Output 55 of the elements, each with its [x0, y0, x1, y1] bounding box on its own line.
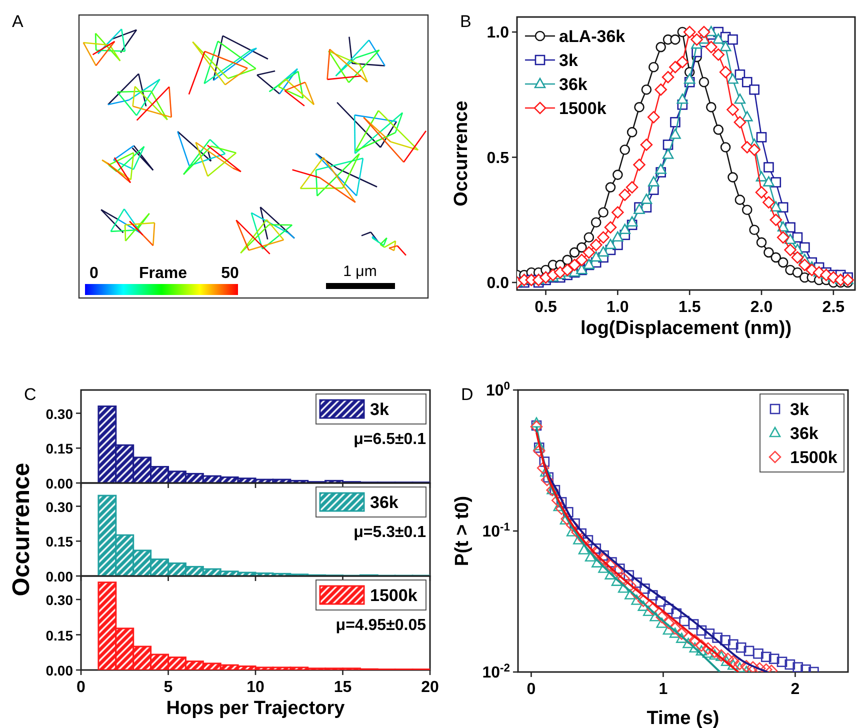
y-tick-label: 0.15: [46, 440, 74, 457]
y-tick-label: 0.5: [486, 150, 510, 167]
chart-title: D: [461, 385, 474, 404]
y-tick-label: 1.0: [486, 24, 510, 42]
y-tick-label: 10$^{-2}$: [482, 662, 510, 682]
x-tick-label: 2.0: [750, 299, 773, 316]
y-tick-label: 0.15: [46, 534, 74, 550]
legend-label: 3k: [370, 400, 390, 419]
y-tick-label: 0.15: [46, 627, 74, 644]
legend-label: 3k: [790, 400, 810, 419]
y-tick-label: 0.0: [486, 274, 510, 292]
x-tick-label: 1.0: [606, 299, 629, 316]
text: 50: [221, 265, 239, 282]
annotation: μ=4.95±0.05: [336, 617, 426, 634]
legend-label: aLA-36k: [559, 27, 626, 46]
legend-label: 1500k: [559, 99, 607, 118]
x-axis-title: Time (s): [646, 708, 720, 728]
legend-label: 36k: [790, 424, 819, 443]
text: 1 μm: [343, 263, 377, 280]
x-tick-label: 2.5: [822, 299, 845, 316]
legend-label: 3k: [559, 51, 578, 70]
y-tick-label: 0.00: [46, 662, 74, 678]
chart-title: B: [460, 12, 472, 31]
legend-label: 36k: [370, 493, 399, 512]
legend-label: 36k: [559, 75, 588, 94]
text: 0: [90, 265, 99, 282]
x-tick-label: 15: [334, 679, 352, 696]
x-tick-label: 1: [658, 681, 668, 698]
x-tick-label: 10: [246, 679, 264, 696]
x-tick-label: 20: [421, 679, 439, 696]
y-tick-label: 0.30: [46, 592, 74, 608]
x-axis-title: Hops per Trajectory: [166, 698, 346, 719]
annotation: μ=6.5±0.1: [354, 431, 426, 448]
legend-label: 1500k: [790, 448, 838, 467]
y-tick-label: 10$^{0}$: [486, 380, 510, 400]
chart-title: C: [24, 385, 36, 404]
x-tick-label: 5: [164, 679, 173, 696]
y-tick-label: 0.30: [46, 498, 74, 515]
y-tick-label: 0.30: [46, 406, 74, 422]
x-tick-label: 1.5: [678, 299, 701, 316]
y-axis-title: P(t > t0): [452, 496, 473, 566]
x-tick-label: 2: [790, 681, 800, 698]
y-tick-label: 10$^{-1}$: [482, 522, 510, 540]
y-tick-label: 0.00: [46, 476, 74, 492]
legend-label: 1500k: [370, 586, 418, 605]
y-axis-title: Occurrence: [8, 462, 35, 596]
x-tick-label: 0: [76, 679, 86, 696]
x-tick-label: 0: [526, 681, 536, 698]
annotation: μ=5.3±0.1: [354, 524, 426, 541]
x-tick-label: 0.5: [534, 299, 557, 316]
x-axis-title: log(Displacement (nm)): [580, 318, 792, 339]
y-tick-label: 0.00: [46, 568, 74, 584]
text: A: [12, 12, 24, 31]
y-axis-title: Occurrence: [451, 100, 472, 206]
text: Frame: [138, 265, 188, 282]
